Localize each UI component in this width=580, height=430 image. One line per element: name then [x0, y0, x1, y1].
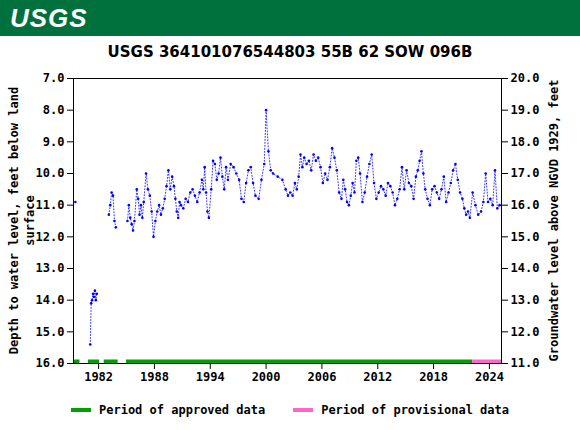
svg-text:16.0: 16.0 — [36, 356, 65, 370]
svg-text:1988: 1988 — [140, 370, 169, 384]
svg-text:11.0: 11.0 — [511, 356, 540, 370]
svg-text:Depth to water level, feet bel: Depth to water level, feet below land — [7, 87, 21, 354]
svg-text:14.0: 14.0 — [511, 261, 540, 275]
svg-text:19.0: 19.0 — [511, 103, 540, 117]
svg-text:15.0: 15.0 — [36, 325, 65, 339]
svg-text:18.0: 18.0 — [511, 135, 540, 149]
svg-text:7.0: 7.0 — [43, 71, 65, 85]
svg-text:16.0: 16.0 — [511, 198, 540, 212]
svg-text:1982: 1982 — [84, 370, 113, 384]
html-text:Period of approved data: Period of approved data — [99, 403, 266, 417]
svg-text:12.0: 12.0 — [36, 230, 65, 244]
svg-text:2024: 2024 — [475, 370, 504, 384]
svg-text:Groundwater level above NGVD 1: Groundwater level above NGVD 1929, feet — [547, 80, 561, 362]
svg-text:17.0: 17.0 — [511, 166, 540, 180]
svg-text:2012: 2012 — [363, 370, 392, 384]
svg-text:2006: 2006 — [307, 370, 336, 384]
svg-text:9.0: 9.0 — [43, 135, 65, 149]
svg-text:surface: surface — [23, 195, 37, 246]
html-text:USGS: USGS — [10, 2, 88, 33]
svg-text:13.0: 13.0 — [36, 261, 65, 275]
svg-text:14.0: 14.0 — [36, 293, 65, 307]
svg-text:20.0: 20.0 — [511, 71, 540, 85]
svg-text:1994: 1994 — [196, 370, 225, 384]
svg-text:8.0: 8.0 — [43, 103, 65, 117]
svg-text:12.0: 12.0 — [511, 325, 540, 339]
svg-text:15.0: 15.0 — [511, 230, 540, 244]
svg-text:11.0: 11.0 — [36, 198, 65, 212]
svg-text:10.0: 10.0 — [36, 166, 65, 180]
svg-text:2018: 2018 — [419, 370, 448, 384]
html-text:Period of provisional data: Period of provisional data — [321, 403, 509, 417]
html-text:USGS 364101076544803 55B 62 SO: USGS 364101076544803 55B 62 SOW 096B — [107, 43, 473, 61]
svg-text:13.0: 13.0 — [511, 293, 540, 307]
svg-text:2000: 2000 — [252, 370, 281, 384]
